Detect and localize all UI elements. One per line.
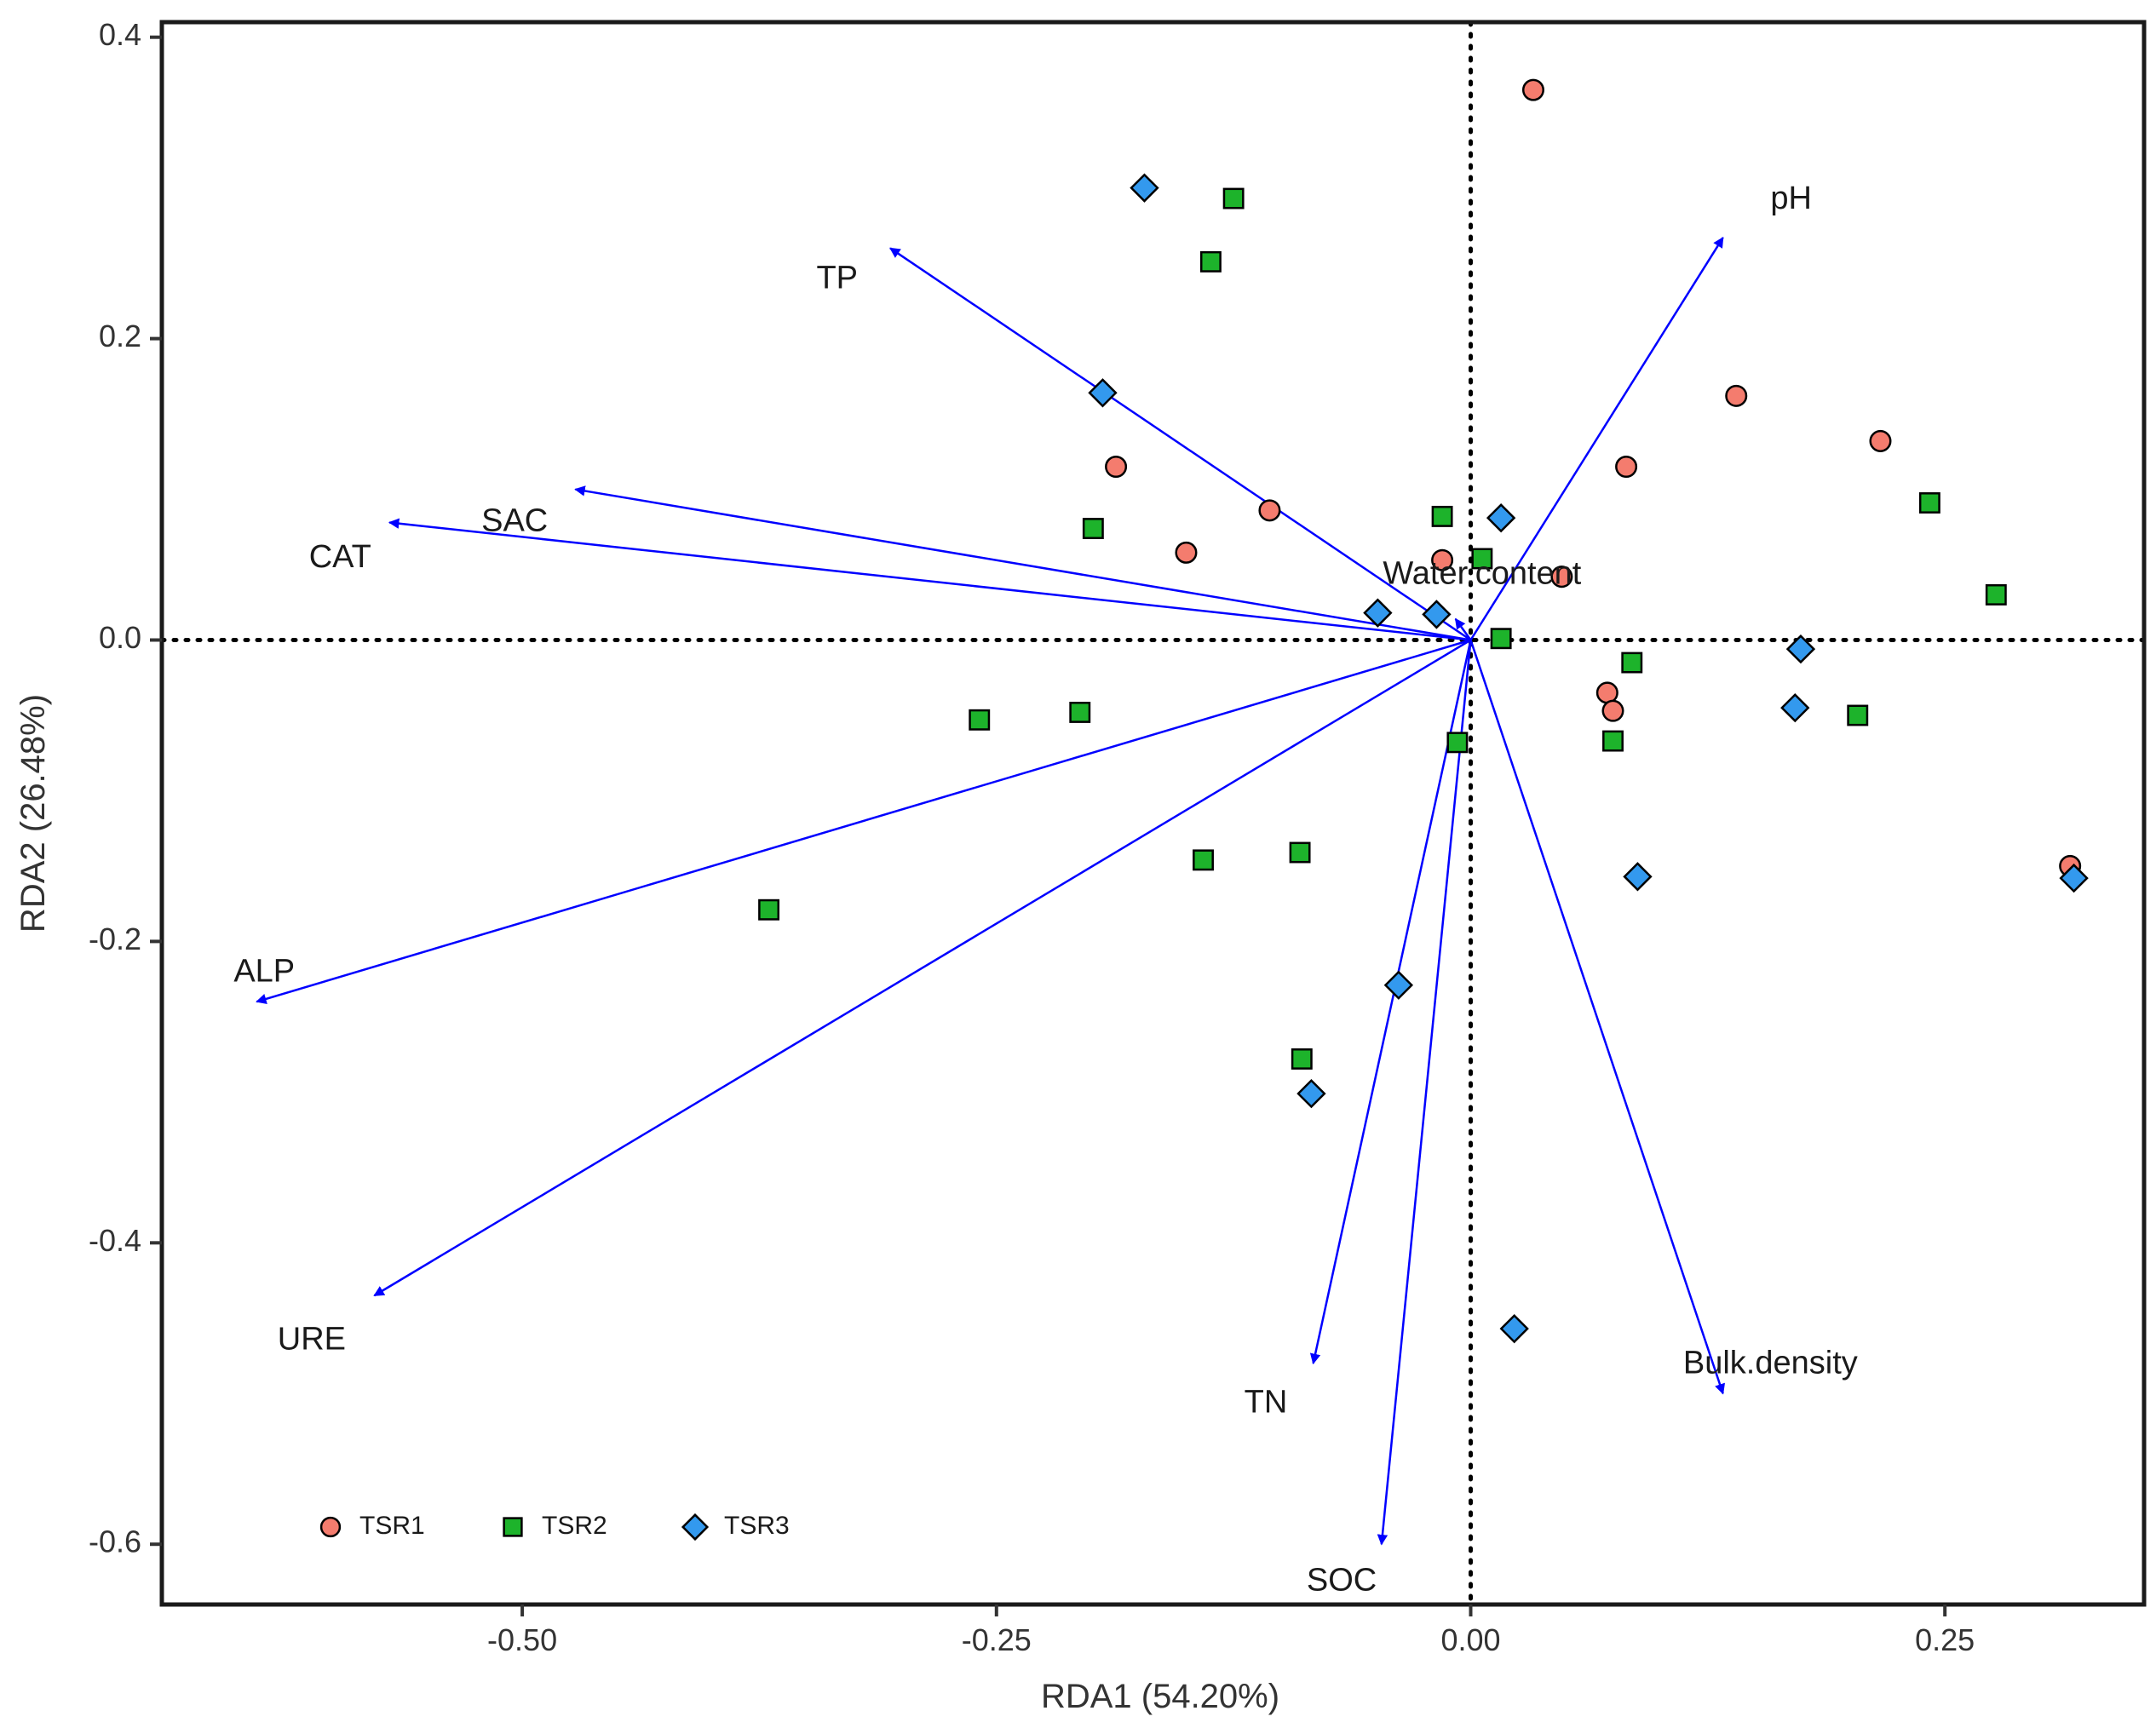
point-tsr3 <box>1780 692 1810 723</box>
y-tick-label: -0.4 <box>89 1223 141 1258</box>
point-tsr2 <box>1985 583 2007 606</box>
point-tsr2 <box>1193 849 1214 871</box>
point-tsr2 <box>1490 628 1512 650</box>
x-tick-label: -0.50 <box>487 1622 557 1657</box>
legend-label-tsr1: TSR1 <box>359 1512 425 1540</box>
arrow-sac <box>574 485 1471 641</box>
arrow-label-soc: SOC <box>1307 1562 1377 1598</box>
plot-frame <box>159 20 2147 1607</box>
arrow-bulk-density <box>1469 640 1726 1395</box>
arrow-label-tp: TP <box>816 261 858 296</box>
point-tsr1 <box>1725 384 1748 407</box>
point-tsr1 <box>1258 499 1281 522</box>
point-tsr2 <box>1621 652 1643 674</box>
legend: TSR1 TSR2 TSR3 <box>319 1512 790 1541</box>
arrow-label-ph: pH <box>1770 181 1812 216</box>
point-tsr3 <box>1785 634 1816 664</box>
point-tsr2 <box>1291 1048 1313 1070</box>
point-tsr1 <box>1615 455 1638 479</box>
point-tsr3 <box>1499 1314 1529 1344</box>
x-axis-title: RDA1 (54.20%) <box>1041 1678 1279 1715</box>
point-tsr2 <box>1847 704 1869 726</box>
arrow-tn <box>1309 640 1472 1365</box>
arrow-tp <box>889 247 1472 641</box>
y-axis-title: RDA2 (26.48%) <box>14 694 52 933</box>
point-tsr2 <box>1222 187 1245 210</box>
x-tick-label: 0.00 <box>1440 1622 1500 1657</box>
arrow-cat <box>388 518 1471 641</box>
point-tsr2 <box>1918 492 1940 514</box>
y-tick-label: 0.2 <box>99 319 141 353</box>
arrow-layer <box>256 236 1726 1546</box>
legend-marker-tsr3 <box>681 1513 710 1541</box>
point-tsr2 <box>758 898 780 921</box>
x-tick-label: 0.25 <box>1915 1622 1975 1657</box>
x-tick-label: -0.25 <box>962 1622 1032 1657</box>
arrow-ph <box>1469 236 1724 641</box>
y-axis: 0.4 0.2 0.0 -0.2 -0.4 -0.6 <box>89 17 162 1559</box>
point-tsr3 <box>2059 863 2089 893</box>
point-tsr2 <box>1471 548 1493 570</box>
point-tsr1 <box>1550 565 1573 588</box>
arrow-label-tn: TN <box>1245 1385 1288 1421</box>
legend-item-tsr2: TSR2 <box>503 1512 607 1540</box>
legend-label-tsr2: TSR2 <box>542 1512 607 1540</box>
legend-marker-tsr2 <box>503 1517 523 1537</box>
point-tsr3 <box>1088 378 1118 408</box>
point-tsr2 <box>1602 730 1624 752</box>
point-tsr3 <box>1486 503 1516 533</box>
point-tsr2 <box>1446 732 1469 754</box>
x-axis: -0.50 -0.25 0.00 0.25 <box>487 1605 1975 1657</box>
y-tick-label: -0.6 <box>89 1524 141 1559</box>
point-tsr2 <box>1082 518 1104 540</box>
point-tsr3 <box>1422 600 1452 629</box>
legend-item-tsr3: TSR3 <box>681 1512 790 1541</box>
point-layer <box>758 78 2089 1344</box>
point-tsr3 <box>1130 173 1159 203</box>
y-tick-label: 0.4 <box>99 17 141 52</box>
arrow-label-bulk-density: Bulk.density <box>1683 1346 1858 1381</box>
point-tsr1 <box>1175 541 1198 564</box>
arrow-ure <box>373 639 1472 1297</box>
point-tsr1 <box>1869 429 1892 452</box>
arrow-label-alp: ALP <box>233 954 295 990</box>
point-tsr1 <box>1521 78 1544 101</box>
point-tsr1 <box>1601 699 1624 722</box>
point-tsr3 <box>1296 1078 1326 1109</box>
point-tsr2 <box>1069 701 1091 723</box>
arrow-label-ure: URE <box>278 1321 346 1357</box>
arrow-label-layer: pH TP SAC CAT Water.content ALP URE TN SOC Bulk.d… <box>233 181 1857 1599</box>
point-tsr2 <box>1431 505 1453 527</box>
point-tsr1 <box>1105 455 1128 479</box>
arrow-label-sac: SAC <box>481 503 548 539</box>
point-tsr3 <box>1623 862 1653 892</box>
point-tsr2 <box>1289 841 1311 864</box>
arrow-label-water-content: Water.content <box>1383 555 1581 591</box>
y-tick-label: 0.0 <box>99 620 141 655</box>
legend-label-tsr3: TSR3 <box>724 1512 790 1540</box>
y-tick-label: -0.2 <box>89 921 141 956</box>
point-tsr1 <box>1595 681 1618 704</box>
arrow-soc <box>1377 640 1472 1546</box>
legend-item-tsr1: TSR1 <box>319 1512 425 1540</box>
point-tsr2 <box>1199 250 1222 273</box>
arrow-water-content <box>1454 617 1472 641</box>
point-tsr3 <box>1383 970 1414 1000</box>
point-tsr1 <box>1431 548 1454 571</box>
point-tsr2 <box>969 709 991 731</box>
legend-marker-tsr1 <box>319 1516 342 1538</box>
arrow-alp <box>256 639 1471 1004</box>
reference-lines <box>159 20 2147 1607</box>
arrow-label-cat: CAT <box>309 539 371 575</box>
point-tsr3 <box>1363 598 1393 628</box>
